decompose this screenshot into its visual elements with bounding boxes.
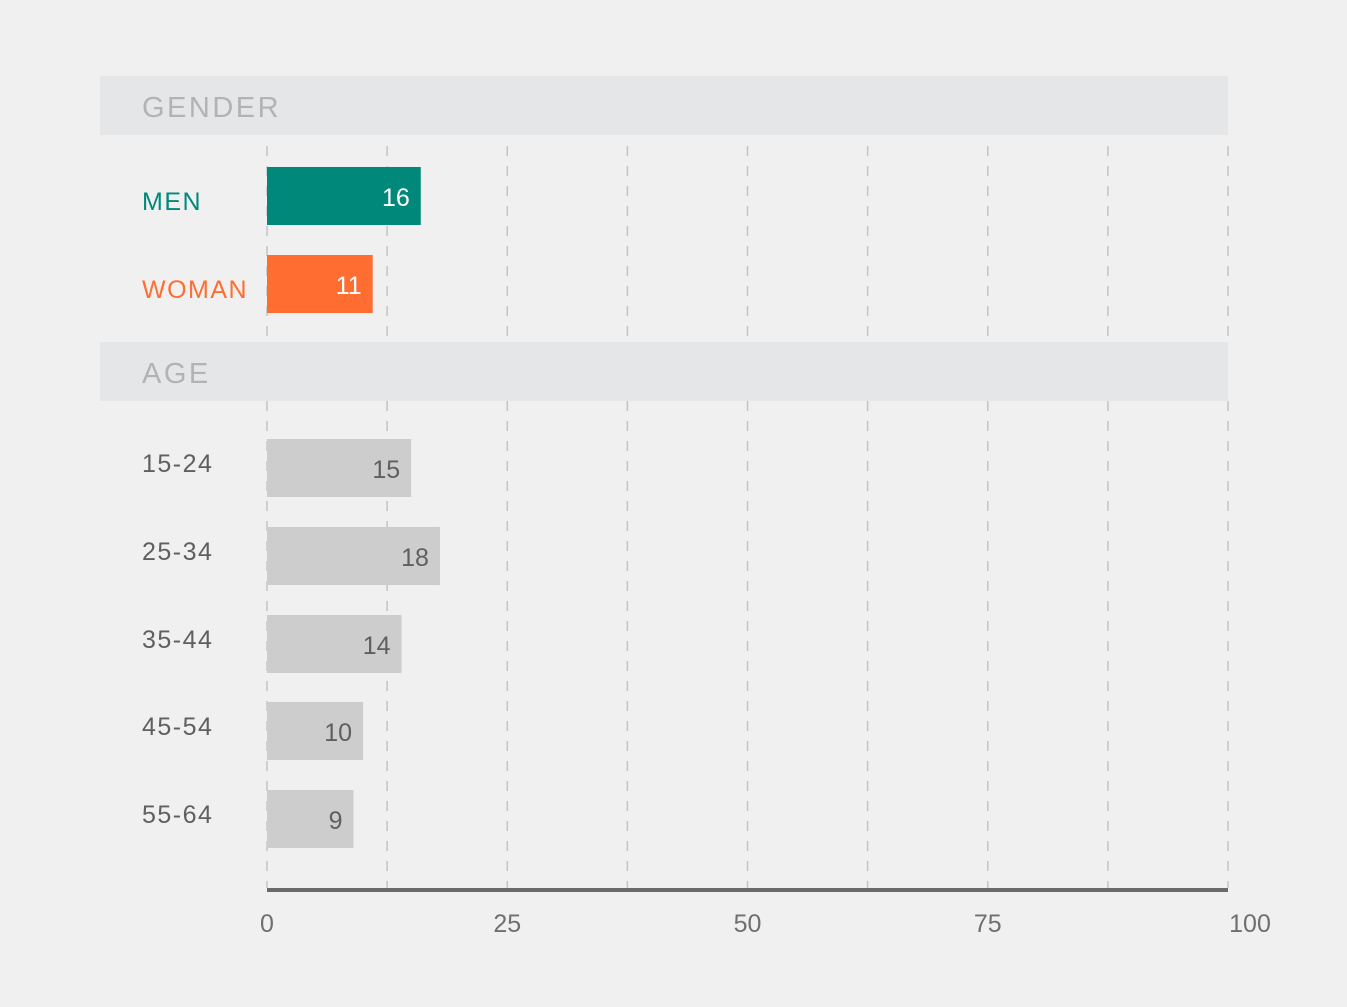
bar xyxy=(267,790,354,848)
bars: MEN 16 WOMAN 11 15-24 15 25-34 18 35-44 14 45-54 10… xyxy=(142,167,440,848)
bar xyxy=(267,702,364,760)
bar-value-label: 9 xyxy=(329,807,343,835)
bar-value-label: 10 xyxy=(324,719,352,747)
bar xyxy=(267,527,440,585)
category-label: 45-54 xyxy=(142,713,213,741)
category-label: WOMAN xyxy=(142,276,248,304)
bar xyxy=(267,167,421,225)
bar-value-label: 18 xyxy=(401,544,429,572)
bar xyxy=(267,615,402,673)
x-tick-label: 75 xyxy=(974,910,1002,938)
section-band xyxy=(100,342,1228,401)
section-label: AGE xyxy=(142,358,211,390)
bar-value-label: 14 xyxy=(363,632,391,660)
category-label: 55-64 xyxy=(142,801,213,829)
x-axis-ticks: 0 25 50 75 100 xyxy=(260,910,1271,938)
x-tick-label: 0 xyxy=(260,910,274,938)
category-label: 35-44 xyxy=(142,626,213,654)
category-label: MEN xyxy=(142,188,202,216)
bar xyxy=(267,439,412,497)
section-bands: GENDER AGE xyxy=(100,76,1228,401)
bar-value-label: 15 xyxy=(372,456,400,484)
grid-layer xyxy=(266,146,1229,888)
section-label: GENDER xyxy=(142,92,281,124)
x-tick-label: 50 xyxy=(734,910,762,938)
category-label: 25-34 xyxy=(142,538,213,566)
x-tick-label: 25 xyxy=(493,910,521,938)
category-label: 15-24 xyxy=(142,450,213,478)
section-band xyxy=(100,76,1228,135)
bar xyxy=(267,255,373,313)
x-tick-label: 100 xyxy=(1229,910,1271,938)
bar-value-label: 16 xyxy=(382,184,410,212)
bar-value-label: 11 xyxy=(336,272,362,300)
